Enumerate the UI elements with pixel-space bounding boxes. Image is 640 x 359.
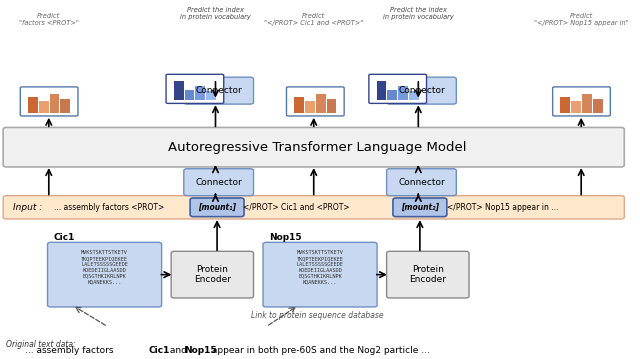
Text: Connector: Connector (398, 86, 445, 95)
FancyBboxPatch shape (47, 242, 162, 307)
Bar (174, 81, 184, 100)
Bar (561, 97, 570, 113)
Text: appear in both pre-60S and the Nog2 particle ...: appear in both pre-60S and the Nog2 part… (209, 345, 429, 355)
FancyBboxPatch shape (171, 251, 253, 298)
Text: ... assembly factors <PROT>: ... assembly factors <PROT> (54, 203, 164, 212)
Bar (294, 97, 304, 113)
Bar (593, 99, 602, 113)
Text: Predict
"factors <PROT>": Predict "factors <PROT>" (19, 13, 79, 25)
Text: Connector: Connector (195, 86, 242, 95)
Text: Link to protein sequence database: Link to protein sequence database (251, 311, 383, 321)
FancyBboxPatch shape (387, 251, 469, 298)
Bar (387, 90, 397, 100)
Text: Predict the index
in protein vocabulary: Predict the index in protein vocabulary (383, 7, 454, 20)
Text: Connector: Connector (398, 178, 445, 187)
Bar (398, 86, 408, 100)
Text: Nop15: Nop15 (269, 233, 302, 242)
Bar (28, 97, 38, 113)
Bar (326, 99, 337, 113)
FancyBboxPatch shape (184, 169, 253, 196)
FancyBboxPatch shape (263, 242, 377, 307)
Text: [mount₁]: [mount₁] (198, 203, 236, 212)
Bar (409, 91, 419, 100)
Bar (39, 101, 49, 113)
Bar (195, 86, 205, 100)
Bar (206, 91, 216, 100)
Text: Protein
Encoder: Protein Encoder (194, 265, 231, 284)
Text: Original text data:: Original text data: (6, 340, 76, 349)
Text: [mount₂]: [mount₂] (401, 203, 439, 212)
FancyBboxPatch shape (393, 198, 447, 216)
Text: Connector: Connector (195, 178, 242, 187)
Text: MVKSTSKTTSTKETV
TKQPTEEKPIQEKEE
LALETSSSSSGEEDE
KDEDEIIGLAASDD
EQSGTHKIKRLNPK
KQ: MVKSTSKTTSTKETV TKQPTEEKPIQEKEE LALETSSS… (296, 250, 344, 284)
FancyBboxPatch shape (369, 74, 426, 103)
FancyBboxPatch shape (3, 196, 624, 219)
FancyBboxPatch shape (287, 87, 344, 116)
FancyBboxPatch shape (553, 87, 611, 116)
Text: Autoregressive Transformer Language Model: Autoregressive Transformer Language Mode… (168, 141, 466, 154)
Bar (582, 94, 592, 113)
Text: Predict
"</PROT> Cic1 and <PROT>": Predict "</PROT> Cic1 and <PROT>" (264, 13, 364, 25)
Bar (305, 101, 315, 113)
Text: and: and (166, 345, 189, 355)
Bar (60, 99, 70, 113)
FancyBboxPatch shape (387, 169, 456, 196)
Bar (377, 81, 387, 100)
Text: Protein
Encoder: Protein Encoder (410, 265, 446, 284)
Text: </PROT> Nop15 appear in ...: </PROT> Nop15 appear in ... (447, 203, 558, 212)
FancyBboxPatch shape (20, 87, 78, 116)
FancyBboxPatch shape (166, 74, 224, 103)
Bar (572, 101, 581, 113)
Bar (185, 90, 195, 100)
Text: Nop15: Nop15 (184, 345, 217, 355)
FancyBboxPatch shape (3, 127, 624, 167)
Text: MVKSTSKTTSTKETV
TKQPTEEKPIQEKEE
LALETSSSSSGEEDE
KDEDEIIGLAASDD
EQSGTHKIKRLNPK
KQ: MVKSTSKTTSTKETV TKQPTEEKPIQEKEE LALETSSS… (81, 250, 128, 284)
Text: Cic1: Cic1 (149, 345, 170, 355)
FancyBboxPatch shape (387, 77, 456, 104)
Text: Input :: Input : (13, 203, 42, 212)
Text: Predict
"</PROT> Nop15 appear in": Predict "</PROT> Nop15 appear in" (534, 13, 628, 25)
Text: </PROT> Cic1 and <PROT>: </PROT> Cic1 and <PROT> (243, 203, 349, 212)
FancyBboxPatch shape (190, 198, 244, 216)
Text: Predict the index
in protein vocabulary: Predict the index in protein vocabulary (180, 7, 251, 20)
Bar (50, 94, 60, 113)
Text: Cic1: Cic1 (54, 233, 76, 242)
Bar (316, 94, 326, 113)
FancyBboxPatch shape (184, 77, 253, 104)
Text: ... assembly factors: ... assembly factors (26, 345, 116, 355)
